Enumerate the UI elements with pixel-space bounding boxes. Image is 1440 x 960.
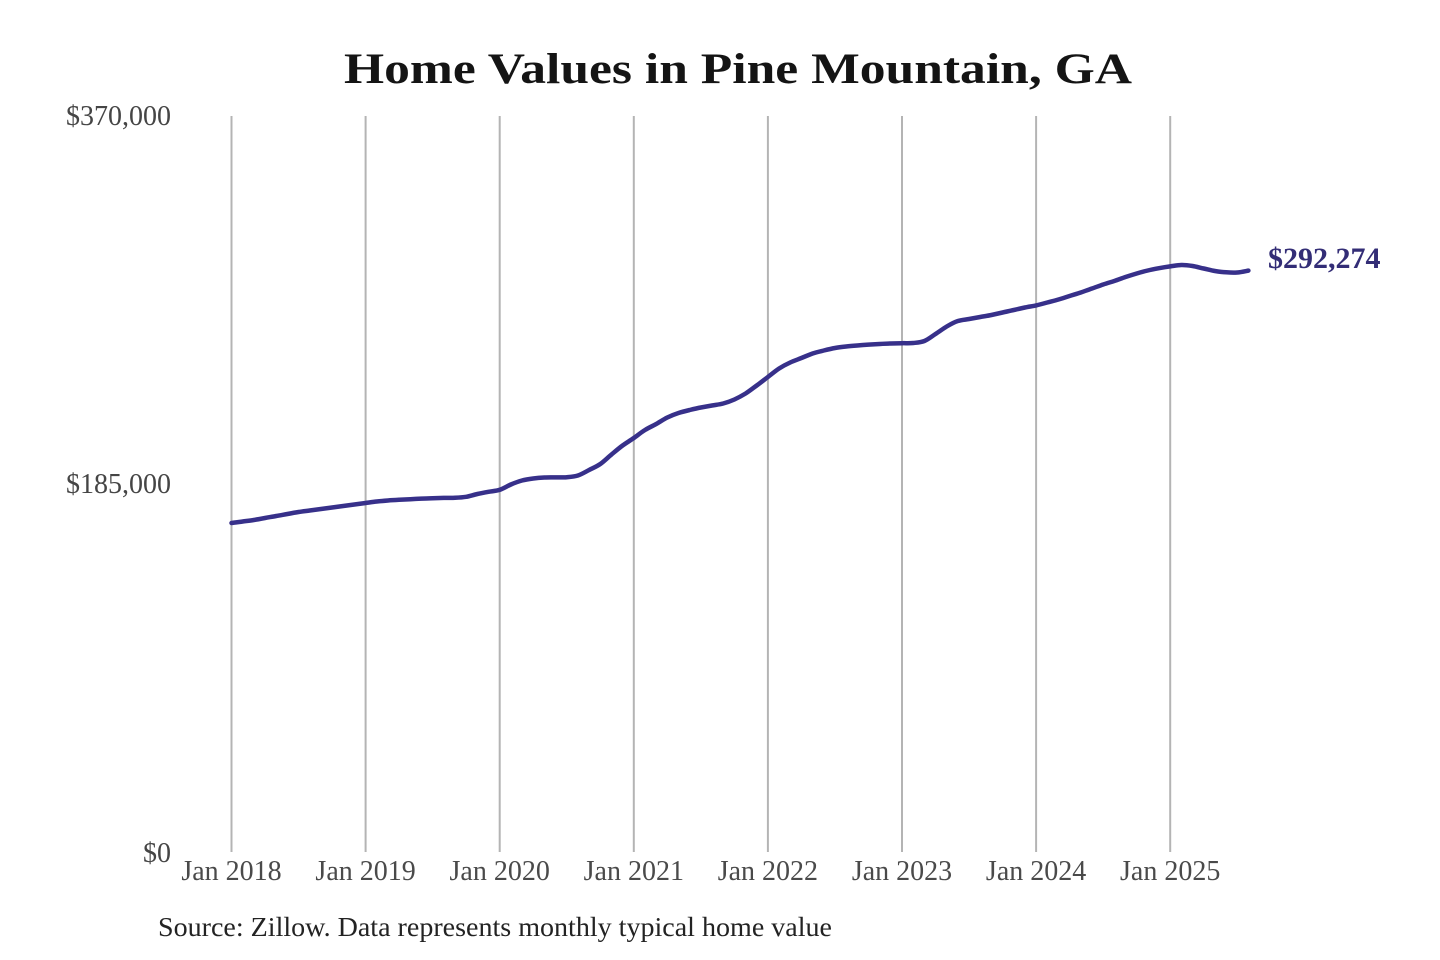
svg-text:$185,000: $185,000: [66, 469, 171, 500]
svg-text:Jan 2025: Jan 2025: [1120, 856, 1220, 887]
svg-text:Jan 2021: Jan 2021: [584, 856, 684, 887]
svg-text:Jan 2023: Jan 2023: [852, 856, 952, 887]
svg-text:Source: Zillow. Data represent: Source: Zillow. Data represents monthly …: [158, 912, 832, 942]
svg-text:Jan 2019: Jan 2019: [315, 856, 415, 887]
svg-text:$292,274: $292,274: [1268, 242, 1381, 275]
svg-text:Jan 2024: Jan 2024: [986, 856, 1086, 887]
svg-text:$370,000: $370,000: [66, 101, 171, 132]
svg-text:Jan 2020: Jan 2020: [450, 856, 550, 887]
svg-text:Home Values in Pine Mountain,: Home Values in Pine Mountain, GA: [344, 46, 1132, 93]
svg-text:$0: $0: [143, 838, 171, 869]
svg-text:Jan 2018: Jan 2018: [181, 856, 281, 887]
svg-text:Jan 2022: Jan 2022: [718, 856, 818, 887]
